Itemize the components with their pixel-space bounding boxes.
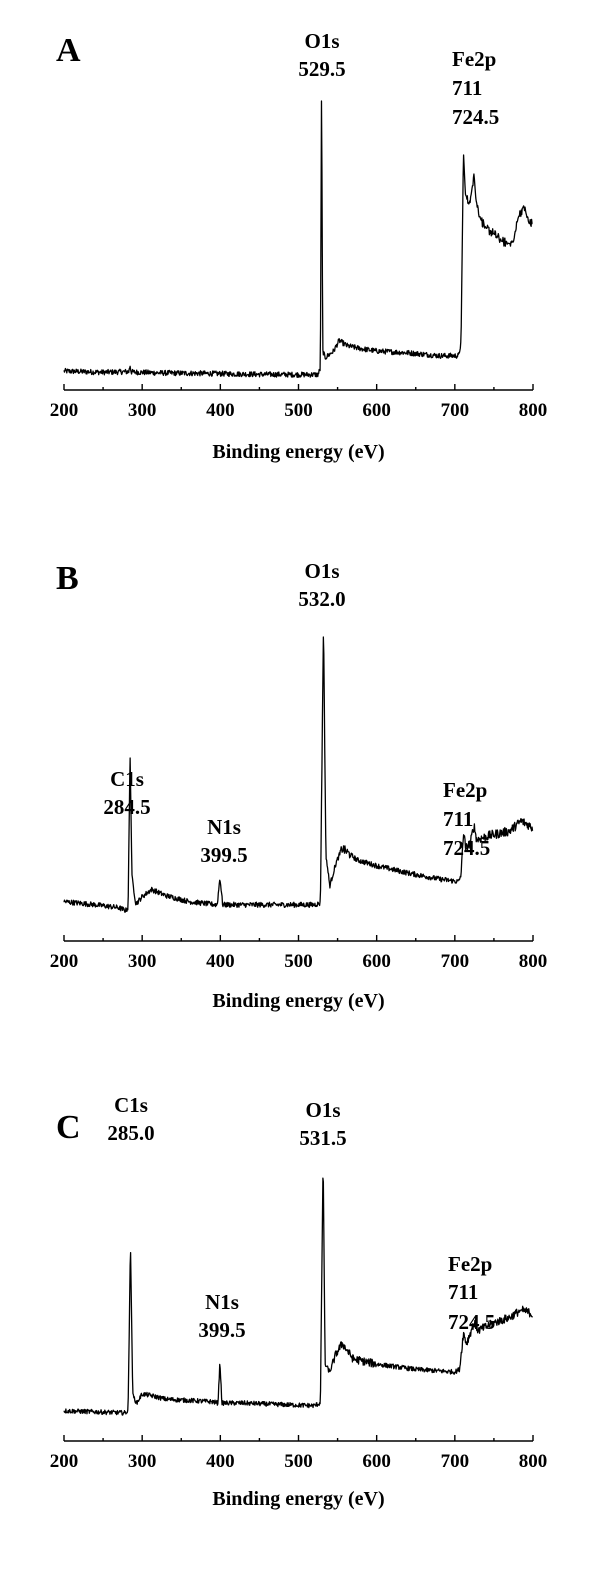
x-tick-label: 800 — [519, 400, 548, 421]
x-tick-label: 400 — [206, 951, 235, 972]
panel-b: B 200 300 400 500 600 700 800 Binding energy (eV… — [50, 559, 548, 1012]
peak-label: 711 — [443, 807, 473, 831]
peak-label: C1s — [114, 1093, 148, 1117]
panel-letter: B — [56, 560, 79, 597]
peak-label: 284.5 — [103, 795, 150, 819]
peak-label: Fe2p — [443, 778, 487, 802]
peak-label: 724.5 — [452, 105, 499, 129]
x-tick-label: 500 — [284, 400, 313, 421]
peak-label: O1s — [305, 1098, 340, 1122]
x-tick-label: 500 — [284, 1451, 313, 1472]
peak-label: Fe2p — [452, 47, 496, 71]
peak-label: N1s — [205, 1290, 239, 1314]
spectrum-line — [63, 636, 534, 913]
x-axis-label: Binding energy (eV) — [212, 441, 384, 463]
spectrum-line — [63, 1177, 534, 1416]
panel-a: A 200 300 400 500 600 700 800 Binding energy (eV… — [50, 29, 548, 463]
peak-label: N1s — [207, 815, 241, 839]
x-tick-label: 800 — [519, 1451, 548, 1472]
peak-label: 399.5 — [200, 843, 247, 867]
peak-label: 711 — [452, 76, 482, 100]
peak-label: 532.0 — [298, 587, 345, 611]
x-tick-label: 400 — [206, 1451, 235, 1472]
panel-letter: C — [56, 1109, 81, 1146]
peak-label: 724.5 — [448, 1310, 495, 1334]
peak-label: 399.5 — [198, 1318, 245, 1342]
peak-label: 531.5 — [299, 1126, 346, 1150]
x-tick-label: 300 — [128, 951, 157, 972]
x-tick-label: 400 — [206, 400, 235, 421]
x-axis-label: Binding energy (eV) — [212, 990, 384, 1012]
x-tick-label: 200 — [50, 1451, 79, 1472]
spectrum-line — [63, 100, 533, 378]
x-tick-label: 300 — [128, 1451, 157, 1472]
x-tick-label: 300 — [128, 400, 157, 421]
x-axis-label: Binding energy (eV) — [212, 1488, 384, 1510]
peak-label: C1s — [110, 767, 144, 791]
peak-label: O1s — [304, 559, 339, 583]
peak-label: 724.5 — [443, 836, 490, 860]
panel-letter: A — [56, 32, 81, 69]
x-tick-label: 200 — [50, 951, 79, 972]
x-tick-label: 700 — [441, 1451, 470, 1472]
x-tick-label: 700 — [441, 400, 470, 421]
peak-label: Fe2p — [448, 1252, 492, 1276]
x-tick-label: 500 — [284, 951, 313, 972]
x-tick-label: 600 — [362, 951, 391, 972]
x-tick-label: 800 — [519, 951, 548, 972]
x-tick-label: 200 — [50, 400, 79, 421]
x-tick-label: 600 — [362, 400, 391, 421]
x-tick-label: 700 — [441, 951, 470, 972]
x-tick-label: 600 — [362, 1451, 391, 1472]
peak-label: 711 — [448, 1280, 478, 1304]
panel-c: C 200 300 400 500 600 700 800 Binding energy (eV… — [50, 1093, 548, 1510]
peak-label: 285.0 — [107, 1121, 154, 1145]
peak-label: O1s — [304, 29, 339, 53]
peak-label: 529.5 — [298, 57, 345, 81]
